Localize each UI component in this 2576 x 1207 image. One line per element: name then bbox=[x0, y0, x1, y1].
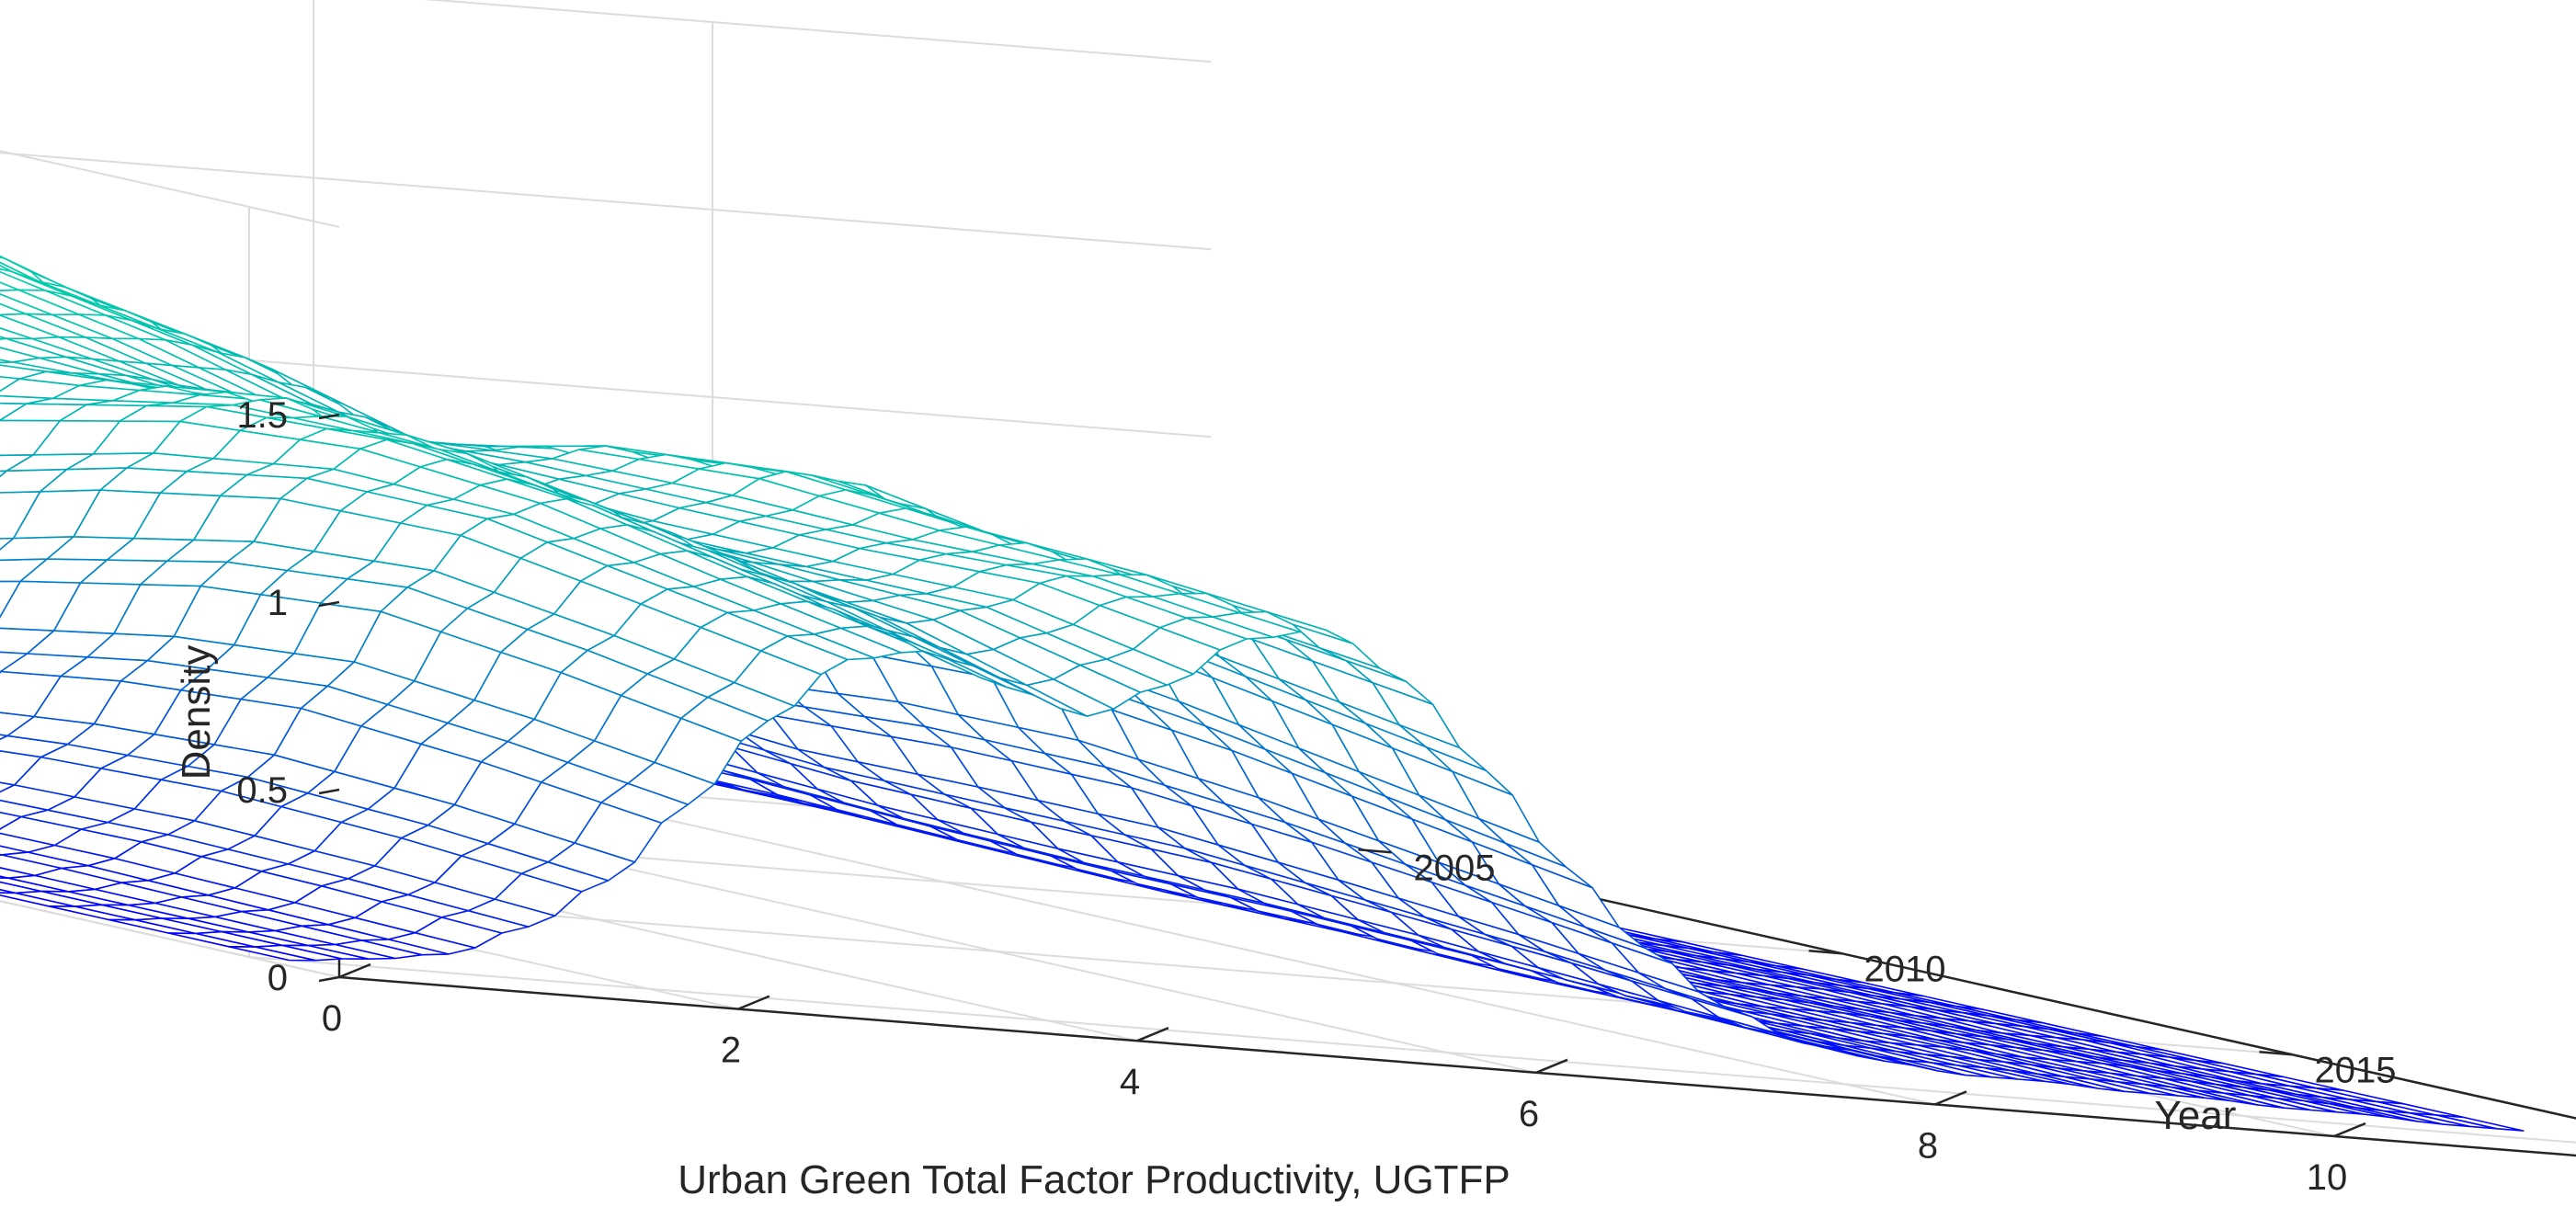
z-tick-label: 1 bbox=[268, 583, 288, 623]
z-tick-mark bbox=[318, 413, 340, 420]
z-tick-mark bbox=[318, 600, 340, 608]
x-tick-label: 6 bbox=[1519, 1094, 1539, 1134]
grid-line-floor-year bbox=[248, 956, 2576, 1144]
x-tick-mark bbox=[338, 962, 371, 979]
x-tick-mark bbox=[737, 995, 770, 1010]
mesh-cell bbox=[0, 255, 6, 260]
x-tick-mark bbox=[2333, 1122, 2366, 1138]
x-tick-label: 2 bbox=[721, 1031, 741, 1071]
year-tick-mark bbox=[1808, 950, 1842, 955]
year-tick-mark bbox=[1358, 848, 1392, 854]
mesh-cell bbox=[2435, 1114, 2525, 1132]
x-tick-label: 0 bbox=[322, 998, 342, 1039]
z-axis-label: Density bbox=[174, 645, 219, 780]
x-tick-label: 10 bbox=[2307, 1157, 2348, 1198]
z-tick-mark bbox=[318, 788, 340, 795]
year-tick-label: 2015 bbox=[2315, 1050, 2397, 1090]
box-edge bbox=[424, 0, 1212, 63]
x-tick-mark bbox=[1934, 1090, 1967, 1106]
mesh-layer bbox=[0, 255, 2525, 1132]
x-tick-label: 4 bbox=[1120, 1062, 1140, 1102]
x-tick-mark bbox=[1535, 1058, 1568, 1074]
year-tick-label: 2005 bbox=[1414, 848, 1496, 888]
grid-line-back-z bbox=[0, 152, 1212, 251]
box-edge bbox=[0, 150, 340, 228]
z-tick-mark bbox=[318, 975, 340, 983]
x-tick-mark bbox=[1136, 1027, 1169, 1042]
tick-layer: 0246810200520102015202000.511.5 bbox=[236, 395, 2397, 1198]
x-axis-line bbox=[338, 975, 2576, 1157]
z-tick-label: 1.5 bbox=[236, 395, 288, 436]
year-tick-label: 2010 bbox=[1864, 949, 1946, 989]
z-tick-label: 0 bbox=[268, 958, 288, 998]
grid-line-back-z bbox=[0, 339, 1212, 438]
x-tick-label: 8 bbox=[1918, 1125, 1938, 1166]
grid-line-floor-x bbox=[0, 900, 340, 978]
year-tick-mark bbox=[2259, 1051, 2293, 1056]
z-tick-label: 0.5 bbox=[236, 770, 288, 811]
y-axis-label: Year bbox=[2155, 1093, 2237, 1138]
x-axis-label: Urban Green Total Factor Productivity, U… bbox=[678, 1157, 1510, 1202]
